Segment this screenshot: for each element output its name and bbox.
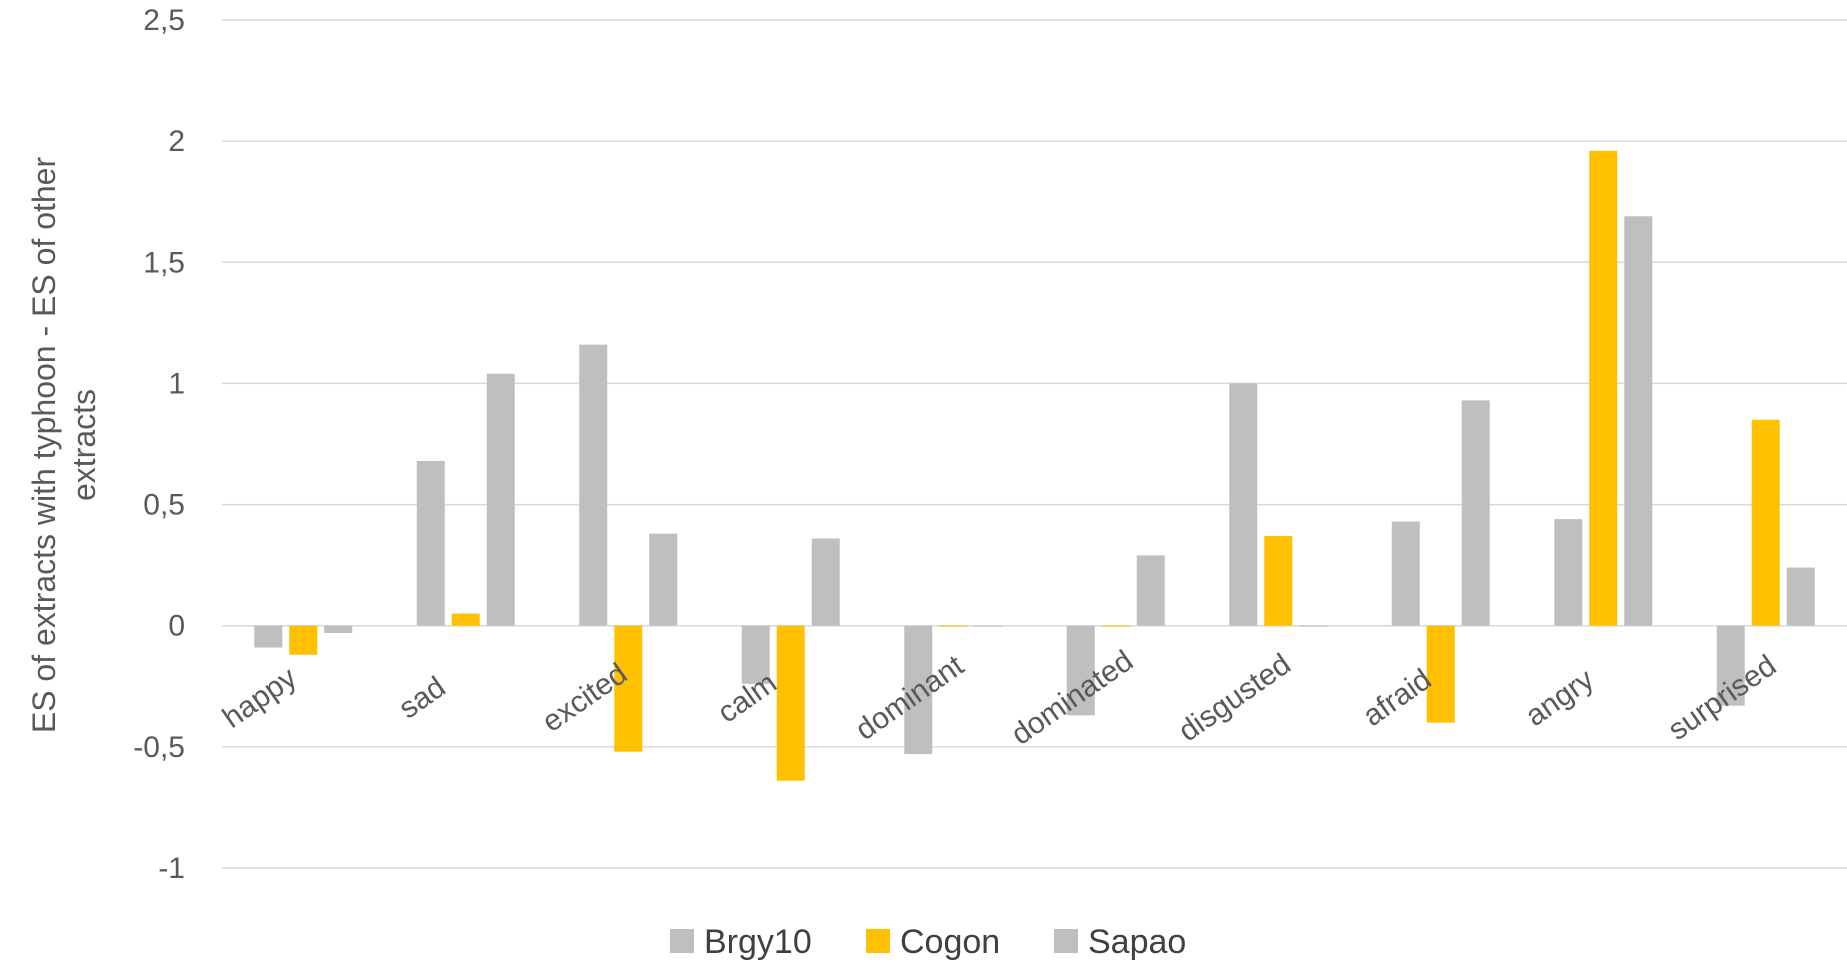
bar-brgy10-afraid [1391, 521, 1420, 626]
legend: Brgy10 Cogon Sapao [670, 923, 1186, 961]
bar-sapao-disgusted [1299, 625, 1328, 627]
y-tick-label: 0 [168, 610, 185, 643]
y-tick-label: 2,5 [143, 4, 185, 37]
bar-brgy10-calm [741, 625, 770, 684]
y-axis-title-line-2: extracts [66, 389, 102, 501]
bar-cogon-dominated [1101, 625, 1130, 627]
bar-sapao-angry [1624, 216, 1653, 626]
bar-sapao-dominant [974, 625, 1003, 627]
bar-sapao-excited [649, 533, 678, 626]
bar-sapao-sad [486, 373, 515, 626]
y-axis-tick-labels: 2,5 2 1,5 1 0,5 0 -0,5 -1 [133, 4, 185, 885]
y-tick-label: 0,5 [143, 489, 185, 522]
bar-cogon-angry [1589, 150, 1618, 626]
legend-label-brgy10: Brgy10 [704, 923, 812, 961]
category-labels: happy sad excited calm dominant dominated disg… [217, 644, 1782, 751]
bar-sapao-calm [811, 538, 840, 626]
y-tick-label: 2 [168, 125, 185, 158]
legend-swatch-sapao [1054, 929, 1078, 953]
bar-brgy10-excited [579, 344, 608, 626]
bar-sapao-surprised [1786, 567, 1815, 626]
bars [254, 150, 1815, 781]
bar-cogon-surprised [1751, 419, 1780, 626]
category-label: happy [217, 661, 303, 735]
legend-swatch-brgy10 [670, 929, 694, 953]
y-tick-label: 1 [168, 367, 185, 400]
bar-cogon-happy [289, 625, 318, 655]
bar-brgy10-dominated [1066, 625, 1095, 716]
category-label: disgusted [1173, 648, 1297, 749]
bar-sapao-happy [324, 625, 353, 633]
bar-cogon-disgusted [1264, 536, 1293, 626]
bar-sapao-dominated [1136, 555, 1165, 626]
bar-brgy10-surprised [1716, 625, 1745, 706]
bar-brgy10-sad [416, 460, 445, 626]
category-label: sad [393, 671, 452, 726]
bar-sapao-afraid [1461, 400, 1490, 626]
bar-brgy10-disgusted [1229, 383, 1258, 626]
bar-cogon-calm [776, 625, 805, 781]
bar-brgy10-angry [1554, 519, 1583, 626]
bar-cogon-dominant [939, 625, 968, 627]
bar-cogon-sad [451, 613, 480, 626]
legend-label-cogon: Cogon [900, 923, 1000, 961]
bar-cogon-excited [614, 625, 643, 752]
bar-brgy10-dominant [904, 625, 933, 755]
category-label: afraid [1357, 663, 1437, 733]
bar-brgy10-happy [254, 625, 283, 648]
legend-swatch-cogon [866, 929, 890, 953]
legend-label-sapao: Sapao [1088, 923, 1186, 961]
category-label: angry [1520, 663, 1600, 733]
y-tick-label: -1 [158, 852, 185, 885]
y-tick-label: 1,5 [143, 246, 185, 279]
bar-cogon-afraid [1426, 625, 1455, 723]
y-axis-title-line-1: ES of extracts with typhoon - ES of othe… [26, 157, 62, 734]
y-tick-label: -0,5 [133, 731, 185, 764]
